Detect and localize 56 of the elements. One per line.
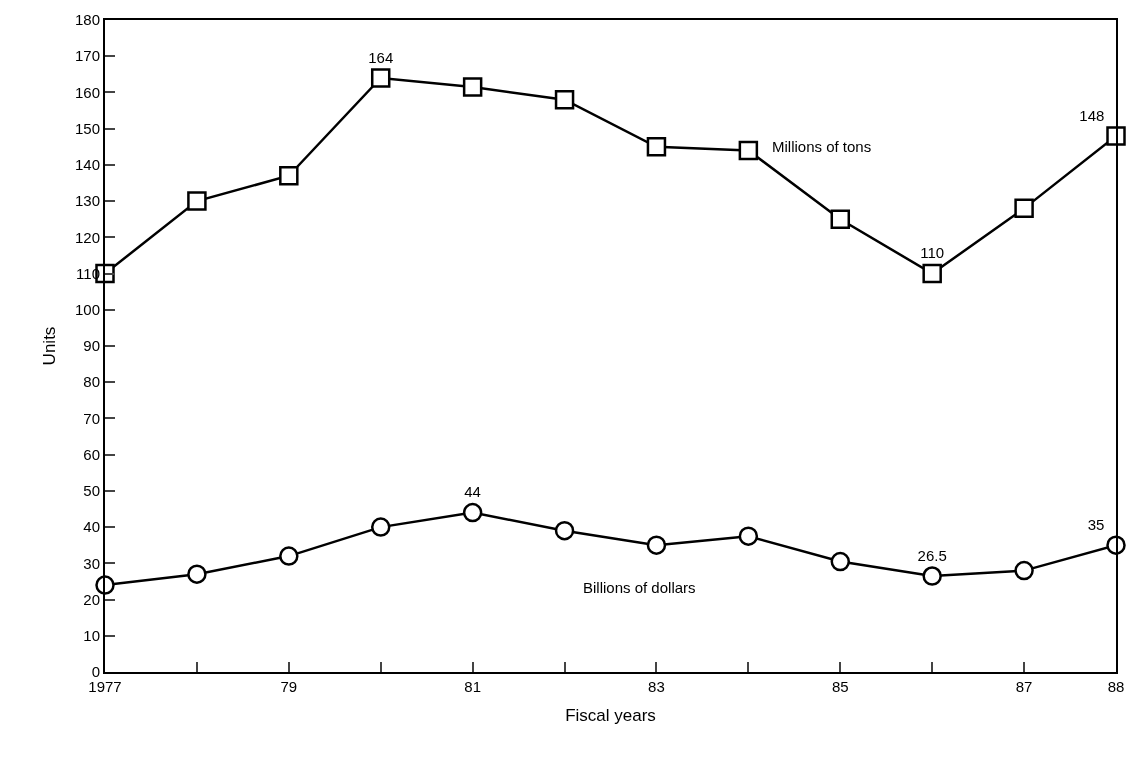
x-axis-title: Fiscal years (565, 705, 656, 725)
y-tick-label: 0 (91, 663, 100, 681)
y-tick-label: 70 (83, 409, 100, 427)
y-tick-label: 40 (83, 518, 100, 536)
x-tick-label: 81 (464, 678, 481, 695)
text: Billions of dollars (583, 579, 696, 596)
point (1014, 198, 1034, 219)
data-label: 148 (1079, 106, 1105, 124)
data-label: 26.5 (917, 546, 947, 564)
y-tick-label: 60 (83, 445, 100, 463)
point (922, 263, 942, 284)
y-axis-title: Units (40, 326, 60, 366)
point (738, 526, 759, 546)
y-tick-label: 160 (74, 83, 100, 101)
point (370, 517, 391, 537)
point (370, 68, 391, 88)
point (187, 564, 207, 584)
point (1014, 560, 1034, 581)
x-tick-label: 83 (648, 678, 665, 695)
point (830, 209, 851, 229)
y-tick-label: 10 (83, 627, 100, 645)
y-tick-label: 30 (83, 554, 100, 572)
x-tick-label: 88 (1107, 678, 1125, 695)
data-label: 110 (920, 244, 945, 262)
y-tick-label: 120 (74, 228, 100, 246)
y-tick-label: 20 (83, 590, 100, 608)
point (830, 551, 851, 572)
point (279, 166, 299, 186)
point (646, 535, 667, 555)
y-tick-label: 90 (83, 337, 100, 355)
data-label: 35 (1087, 515, 1105, 533)
x-tick-label: 87 (1015, 678, 1033, 695)
y-tick-label: 140 (74, 156, 100, 174)
point (554, 89, 575, 110)
y-tick-label: 170 (74, 47, 100, 65)
point (922, 566, 942, 586)
data-label: 164 (368, 48, 394, 66)
x-tick-label: 79 (280, 678, 298, 695)
y-tick-label: 150 (74, 119, 100, 137)
y-tick-label: 180 (74, 11, 100, 29)
series-label: Millions of tons (772, 138, 872, 155)
point (187, 191, 207, 211)
point (462, 502, 483, 523)
point (1106, 126, 1126, 146)
point (279, 546, 299, 566)
y-tick-label: 130 (74, 192, 100, 210)
y-tick-label: 80 (83, 373, 100, 391)
point (646, 137, 667, 157)
x-tick-label: 85 (831, 678, 849, 695)
data-label: 44 (464, 483, 481, 501)
x-tick-label: 1977 (88, 678, 122, 695)
point (738, 140, 759, 161)
y-tick-label: 50 (83, 482, 100, 500)
y-tick-label: 100 (74, 301, 100, 319)
point (554, 520, 575, 541)
point (462, 77, 483, 97)
